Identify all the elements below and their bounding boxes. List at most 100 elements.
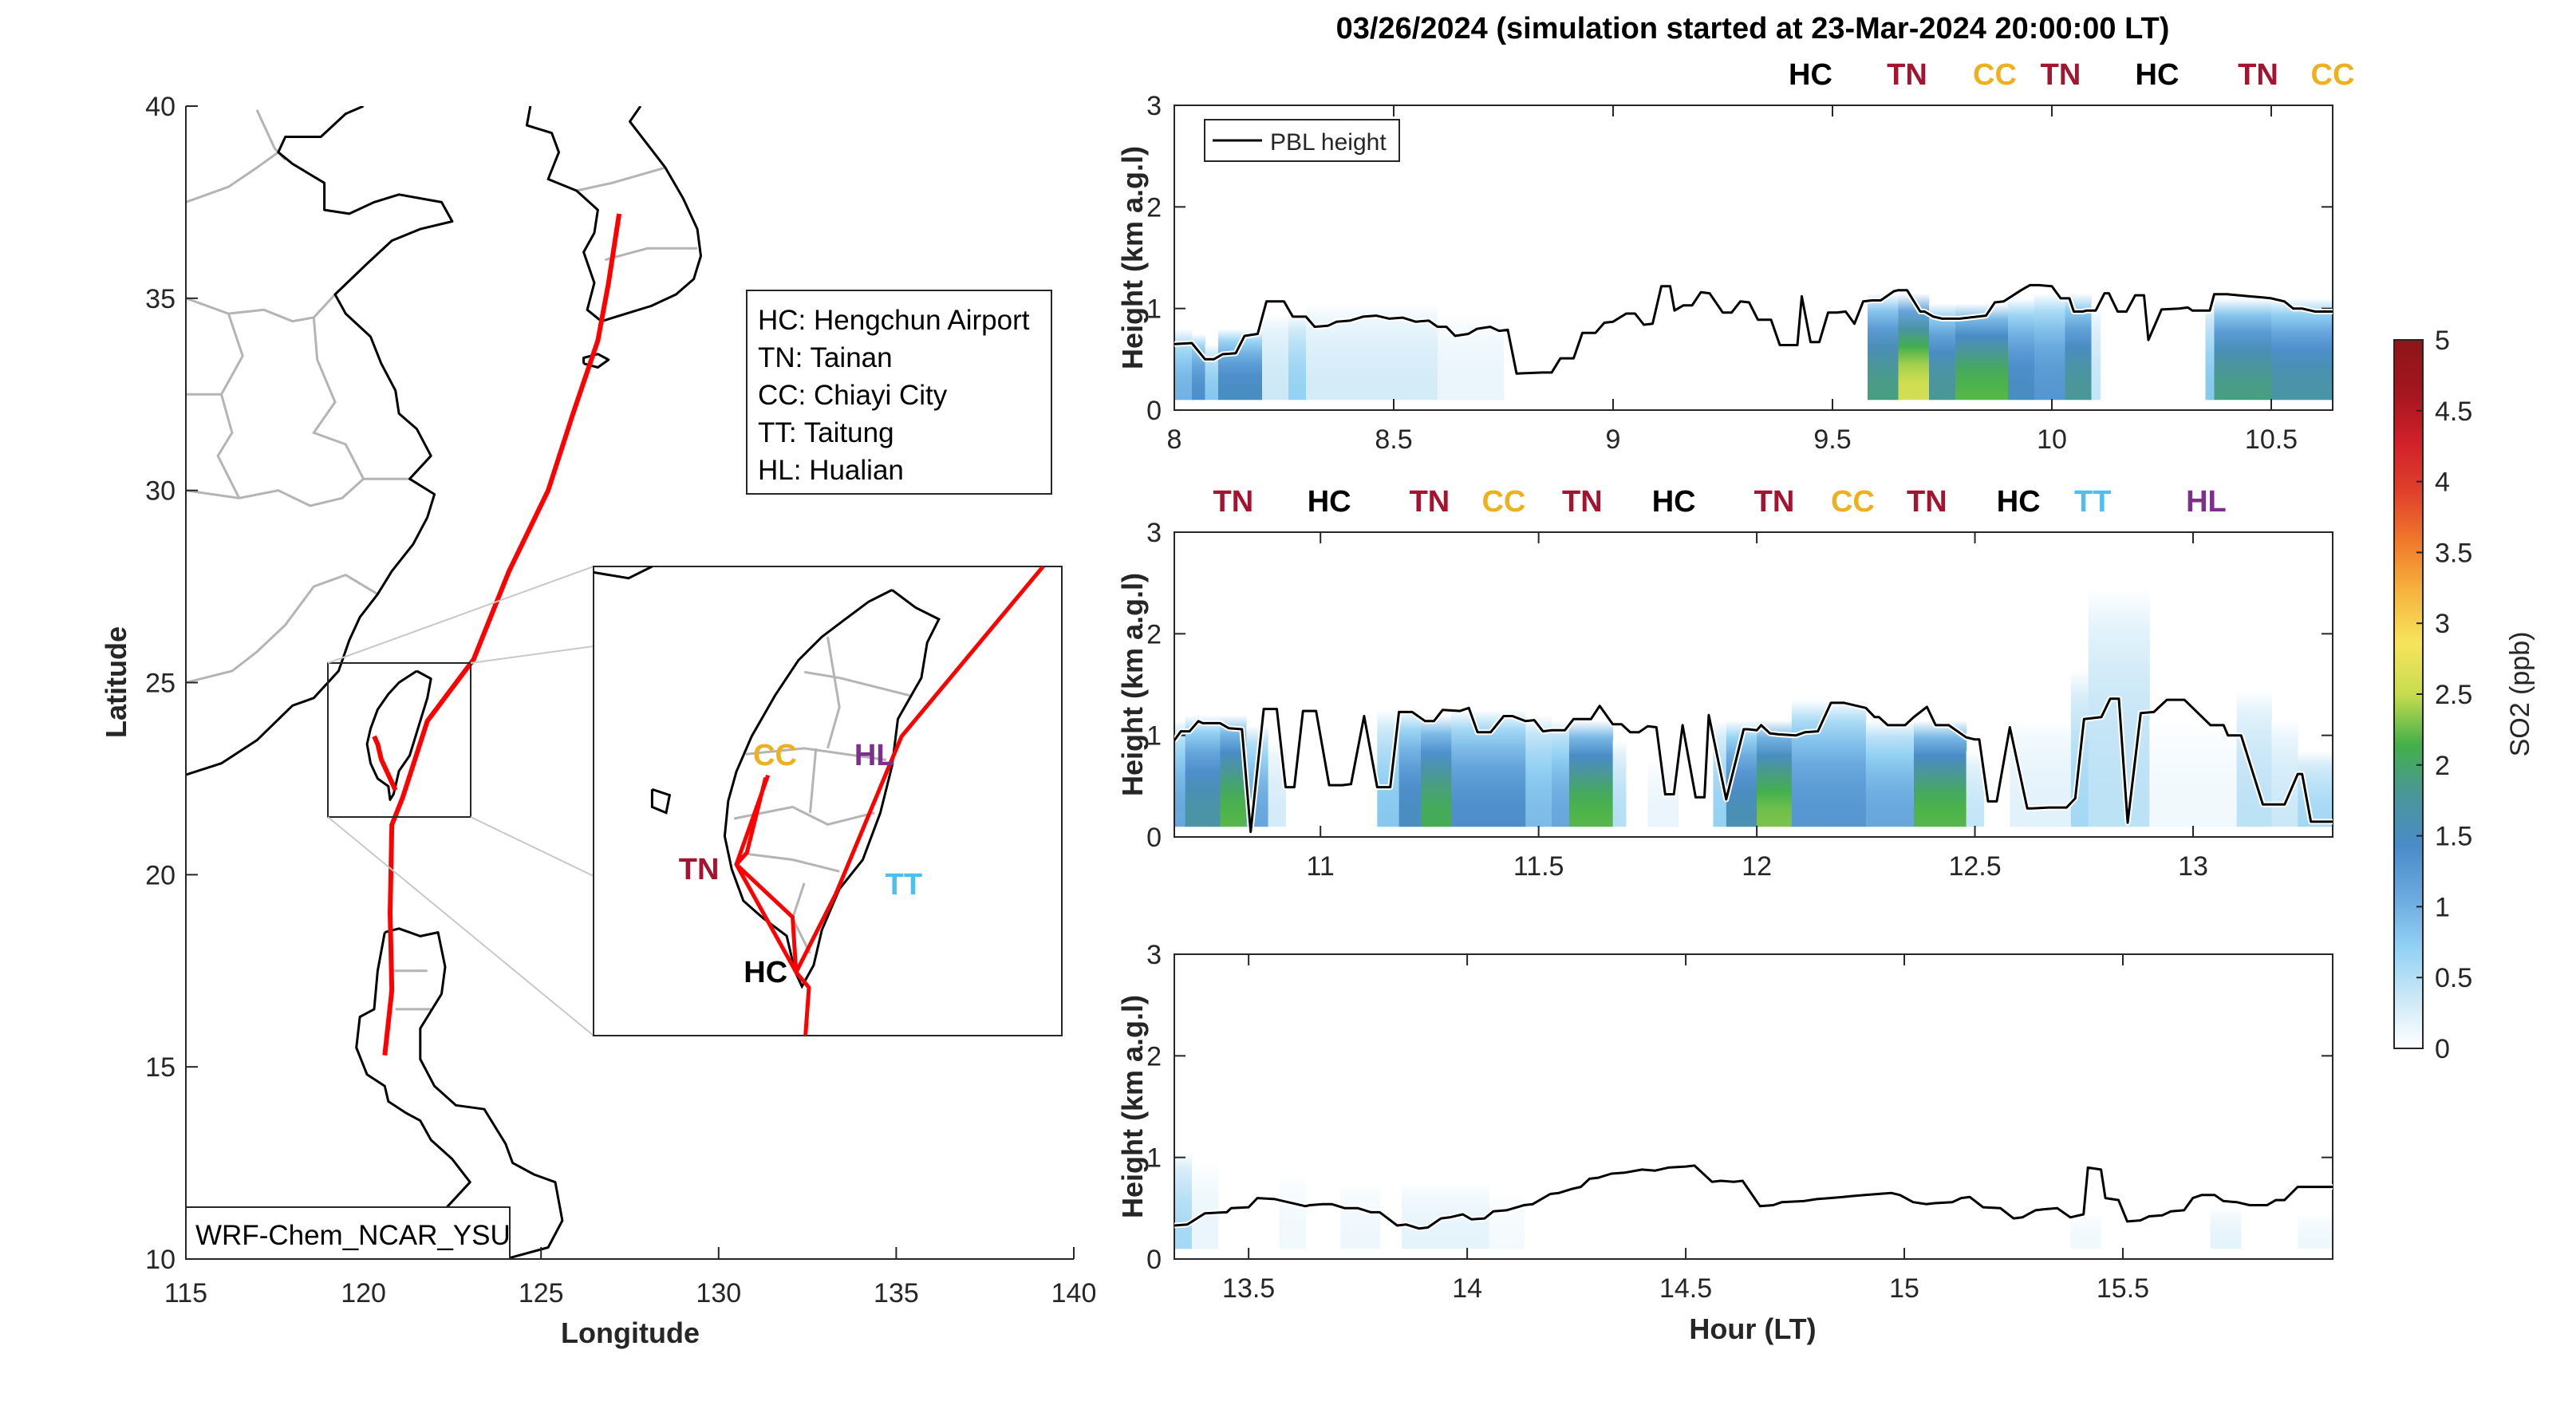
map-land-borders <box>186 109 698 1011</box>
coastline <box>186 106 454 776</box>
station-label-tn: TN <box>1754 485 1795 519</box>
x-tick-label: 15.5 <box>2097 1273 2149 1304</box>
x-tick-label: 14.5 <box>1659 1273 1712 1304</box>
map-x-tick-label: 115 <box>164 1278 207 1308</box>
flight-track <box>372 213 622 1056</box>
so2-column <box>2214 298 2272 401</box>
map-y-label: Latitude <box>100 626 132 738</box>
y-tick-label: 0 <box>1146 1245 1162 1275</box>
so2-column <box>2271 720 2298 827</box>
flight-track-line <box>382 213 622 1056</box>
colorbar-tick-label: 1 <box>2435 892 2450 922</box>
hour-x-label: Hour (LT) <box>1689 1312 1816 1345</box>
station-label-hl: HL <box>2186 485 2227 519</box>
map-y-tick-label: 35 <box>145 284 176 314</box>
so2-column <box>1262 314 1289 401</box>
so2-column <box>1174 1152 1193 1249</box>
y-axis-label: Height (km a.g.l) <box>1116 995 1149 1218</box>
station-label-tn: TN <box>1887 58 1927 92</box>
inset-flight-track <box>734 566 1045 1036</box>
zoom-connector-line <box>327 566 594 664</box>
station-legend-box <box>746 290 1052 495</box>
so2-column <box>1191 1162 1219 1249</box>
colorbar-tick-label: 3 <box>2435 609 2450 639</box>
so2-column <box>2149 720 2238 827</box>
legend-entry-tt: TT: Taitung <box>758 417 894 448</box>
so2-column <box>1185 715 1221 827</box>
x-tick-label: 15 <box>1889 1273 1919 1304</box>
province-border <box>186 573 379 684</box>
colorbar-tick-label: 4 <box>2435 468 2450 498</box>
station-label-cc: CC <box>1973 58 2017 92</box>
y-tick-label: 2 <box>1146 1041 1162 1072</box>
station-label-cc: CC <box>2311 58 2355 92</box>
so2-column <box>1489 1193 1525 1249</box>
x-tick-label: 12.5 <box>1948 851 2001 882</box>
inset-coastline-path <box>650 787 672 815</box>
inset-station-label-tn: TN <box>679 853 720 886</box>
legend-entry-cc: CC: Chiayi City <box>758 380 948 411</box>
zoom-connector-line <box>470 645 594 664</box>
colorbar-tick-label: 3.5 <box>2435 538 2472 568</box>
province-border <box>186 151 279 203</box>
so2-colorbar: 0 0.5 1 1.5 2 2.5 3 3.5 4 4.5 5 SO2 (ppb) <box>2393 326 2535 1064</box>
colorbar-tick-label: 0 <box>2435 1034 2450 1064</box>
so2-column <box>1420 715 1452 827</box>
y-tick-label: 1 <box>1146 294 1162 325</box>
legend-entry-hl: HL: Hualian <box>758 455 904 486</box>
flight-track-loop <box>372 735 398 791</box>
province-border <box>186 477 410 507</box>
map-y-tick-label: 30 <box>145 476 176 507</box>
model-label-box <box>185 1206 511 1260</box>
curtain-plot-3: 13.5 14 14.5 15 15.5 0 1 2 3 Height (km a.g.l) <box>1116 940 2333 1304</box>
map-x-tick-label: 130 <box>696 1278 741 1308</box>
colorbar-tick-label: 4.5 <box>2435 397 2472 427</box>
so2-column <box>1398 709 1422 827</box>
model-label: WRF-Chem_NCAR_YSU <box>195 1220 511 1251</box>
inset-province-border <box>733 805 875 826</box>
coastline <box>365 669 432 801</box>
so2-column <box>2034 293 2065 401</box>
coastline <box>525 106 702 323</box>
station-label-hc: HC <box>1997 485 2041 519</box>
province-border <box>255 109 286 161</box>
y-tick-label: 1 <box>1146 1143 1162 1174</box>
pbl-height-line <box>1174 1164 2333 1230</box>
inset-track-line <box>735 862 799 973</box>
x-tick-label: 8.5 <box>1375 424 1412 455</box>
y-tick-label: 3 <box>1146 518 1162 548</box>
plot-frame <box>1174 531 2333 838</box>
so2-column <box>2210 1208 2242 1249</box>
pbl-height-line <box>1174 697 2333 834</box>
inset-land-borders <box>733 636 910 954</box>
inset-track-line <box>735 776 768 866</box>
colorbar-ticks: 0 0.5 1 1.5 2 2.5 3 3.5 4 4.5 5 <box>2416 326 2472 1064</box>
map-x-tick-label: 125 <box>519 1278 564 1308</box>
inset-coastline <box>594 566 941 989</box>
y-tick-label: 0 <box>1146 823 1162 853</box>
so2-field <box>1174 1152 2333 1249</box>
station-label-hc: HC <box>1308 485 1351 519</box>
inset-province-border <box>745 747 887 761</box>
so2-column <box>2070 1213 2102 1249</box>
station-label-tn: TN <box>2238 58 2278 92</box>
so2-column <box>1279 1172 1306 1249</box>
so2-column <box>2008 298 2035 401</box>
so2-column <box>1868 293 1899 401</box>
province-border <box>216 313 244 499</box>
inset-station-label-hl: HL <box>854 739 895 772</box>
x-tick-label: 11.5 <box>1513 851 1564 882</box>
figure-title: 03/26/2024 (simulation started at 23-Mar… <box>1336 12 2170 45</box>
inset-station-labels: CC HL TN TT HC <box>679 739 922 989</box>
inset-coastline-path <box>594 566 653 580</box>
inset-map-frame <box>593 566 1063 1036</box>
so2-column <box>1966 750 1984 827</box>
zoom-connector-line <box>470 816 594 877</box>
so2-column <box>1525 715 1552 827</box>
y-tick-label: 2 <box>1146 619 1162 649</box>
coastline <box>582 353 610 369</box>
station-label-hc: HC <box>2136 58 2180 92</box>
station-label-cc: CC <box>1481 485 1525 519</box>
so2-column <box>1205 344 1219 401</box>
colorbar-tick-label: 1.5 <box>2435 822 2472 852</box>
